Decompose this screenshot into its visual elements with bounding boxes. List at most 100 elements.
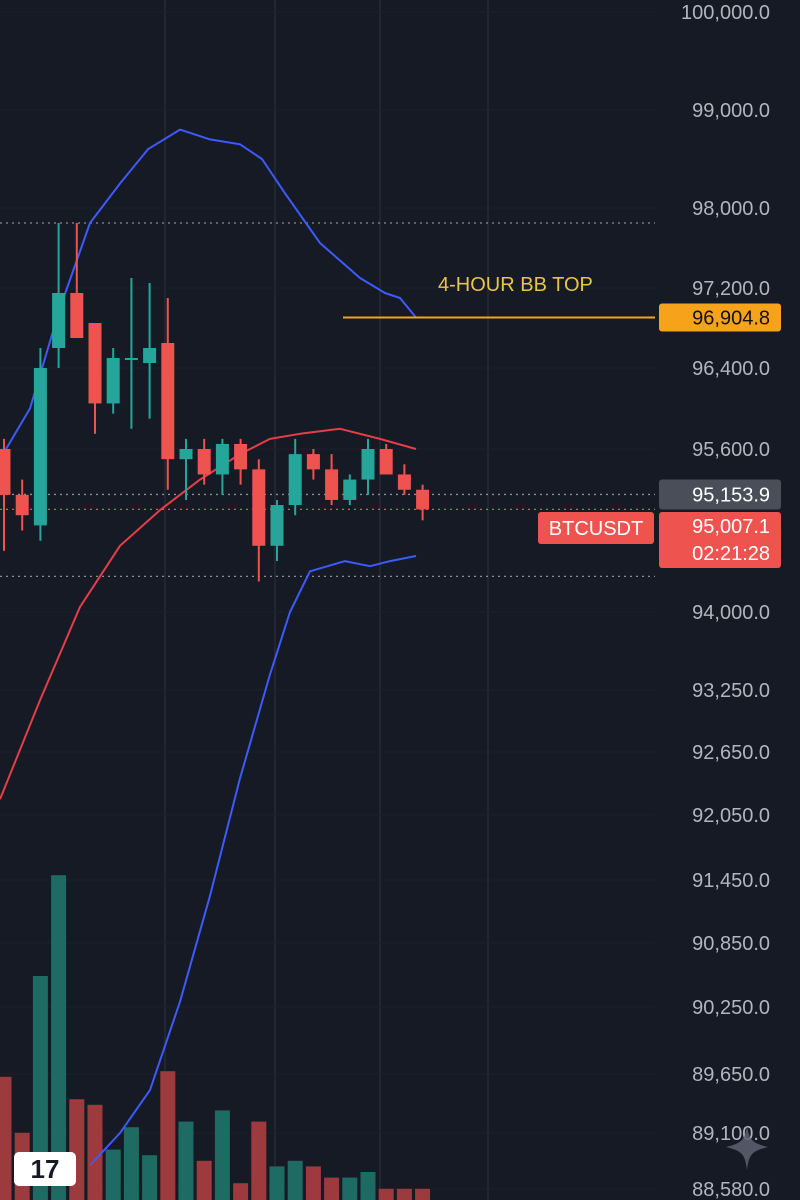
- candle: [270, 499, 284, 562]
- candle: [179, 438, 193, 500]
- candle: [379, 443, 393, 475]
- candle: [343, 474, 357, 506]
- candle-body: [179, 449, 193, 460]
- bb-top-label: 4-HOUR BB TOP: [438, 274, 593, 296]
- candle: [106, 348, 120, 414]
- price-tick-label: 95,600.0: [692, 439, 770, 461]
- candle-body: [161, 343, 175, 460]
- last-price-badge: [659, 512, 781, 568]
- candle-body: [416, 489, 430, 510]
- price-badges: 96,904.8 95,153.9 BTCUSDT 95,007.1 02:21…: [538, 303, 781, 568]
- candle: [361, 438, 375, 495]
- candle-body: [0, 449, 11, 495]
- symbol-badge-text: BTCUSDT: [549, 518, 643, 540]
- candle: [416, 484, 430, 521]
- price-tick-label: 96,400.0: [692, 358, 770, 380]
- price-tick-label: 99,000.0: [692, 100, 770, 122]
- candles: [0, 223, 430, 582]
- candle: [325, 454, 339, 506]
- volume-bar: [51, 875, 67, 1200]
- volume-bar: [415, 1188, 431, 1200]
- candle-body: [33, 368, 47, 526]
- countdown-text: 02:21:28: [692, 543, 770, 565]
- candle: [124, 278, 138, 429]
- candle: [143, 283, 157, 419]
- candle-body: [379, 449, 393, 475]
- candle: [70, 223, 84, 338]
- candle-body: [15, 494, 29, 516]
- candle-body: [88, 323, 102, 404]
- logo-text: 17: [31, 1154, 60, 1184]
- candle: [161, 298, 175, 490]
- hover-price-text: 95,153.9: [692, 484, 770, 506]
- logo-background: [14, 1152, 76, 1186]
- volume-bar: [269, 1166, 285, 1200]
- volume-bar: [360, 1172, 376, 1200]
- candle-body: [215, 443, 229, 475]
- candle: [234, 438, 248, 485]
- candle: [306, 449, 320, 480]
- price-tick-label: 88,580.0: [692, 1179, 770, 1200]
- candle-body: [143, 348, 157, 363]
- bb-top-price-badge: [659, 303, 781, 332]
- volume-bar: [396, 1188, 412, 1200]
- candle-body: [270, 505, 284, 546]
- price-tick-label: 89,100.0: [692, 1123, 770, 1145]
- candle-body: [252, 469, 266, 546]
- volume-bar: [378, 1188, 394, 1200]
- price-axis[interactable]: 100,000.0 99,000.0 98,000.0 97,200.0 96,400.…: [681, 2, 770, 1200]
- candle-body: [106, 358, 120, 404]
- volume-bar: [87, 1104, 103, 1200]
- volume-bar: [233, 1183, 249, 1200]
- price-levels: [0, 222, 655, 577]
- volume-bar: [0, 1076, 12, 1200]
- candle-body: [124, 358, 138, 360]
- price-tick-label: 97,200.0: [692, 278, 770, 300]
- candle-body: [234, 443, 248, 470]
- candle: [88, 323, 102, 434]
- price-tick-label: 90,850.0: [692, 933, 770, 955]
- candle-body: [70, 293, 84, 338]
- price-tick-label: 93,250.0: [692, 680, 770, 702]
- candle-body: [361, 449, 375, 480]
- volume-bar: [142, 1155, 158, 1200]
- candle: [397, 464, 411, 495]
- candle-body: [325, 469, 339, 500]
- bb-upper-band: [0, 128, 417, 460]
- price-tick-label: 94,000.0: [692, 602, 770, 624]
- candle: [197, 438, 211, 485]
- volume-bar: [32, 976, 48, 1200]
- volume-bar: [105, 1149, 121, 1200]
- candle-body: [52, 293, 66, 348]
- price-tick-label: 91,450.0: [692, 870, 770, 892]
- volume-bar: [251, 1121, 267, 1200]
- candle: [15, 479, 29, 531]
- candle-body: [197, 449, 211, 475]
- price-tick-label: 98,000.0: [692, 198, 770, 220]
- bb-top-price-text: 96,904.8: [692, 308, 770, 330]
- volume-bar: [160, 1071, 176, 1200]
- sparkle-icon: [726, 1125, 768, 1170]
- price-tick-label: 90,250.0: [692, 997, 770, 1019]
- candle-body: [397, 474, 411, 490]
- price-tick-label: 100,000.0: [681, 2, 770, 24]
- price-tick-label: 92,050.0: [692, 805, 770, 827]
- symbol-badge: [538, 512, 654, 544]
- candle: [288, 438, 302, 516]
- candle: [33, 348, 47, 541]
- volume-bar: [123, 1127, 139, 1200]
- grid-lines: [164, 0, 489, 1200]
- tradingview-logo[interactable]: 17: [14, 1152, 76, 1186]
- candle-body: [343, 479, 357, 500]
- hover-price-badge: [659, 479, 781, 510]
- candle: [215, 438, 229, 495]
- volume-bar: [196, 1160, 212, 1200]
- last-price-text: 95,007.1: [692, 516, 770, 538]
- candle-body: [288, 454, 302, 506]
- volume-bar: [324, 1177, 340, 1200]
- volume-bar: [178, 1121, 194, 1200]
- volume-bar: [214, 1110, 230, 1200]
- bb-lower-band: [89, 555, 417, 1166]
